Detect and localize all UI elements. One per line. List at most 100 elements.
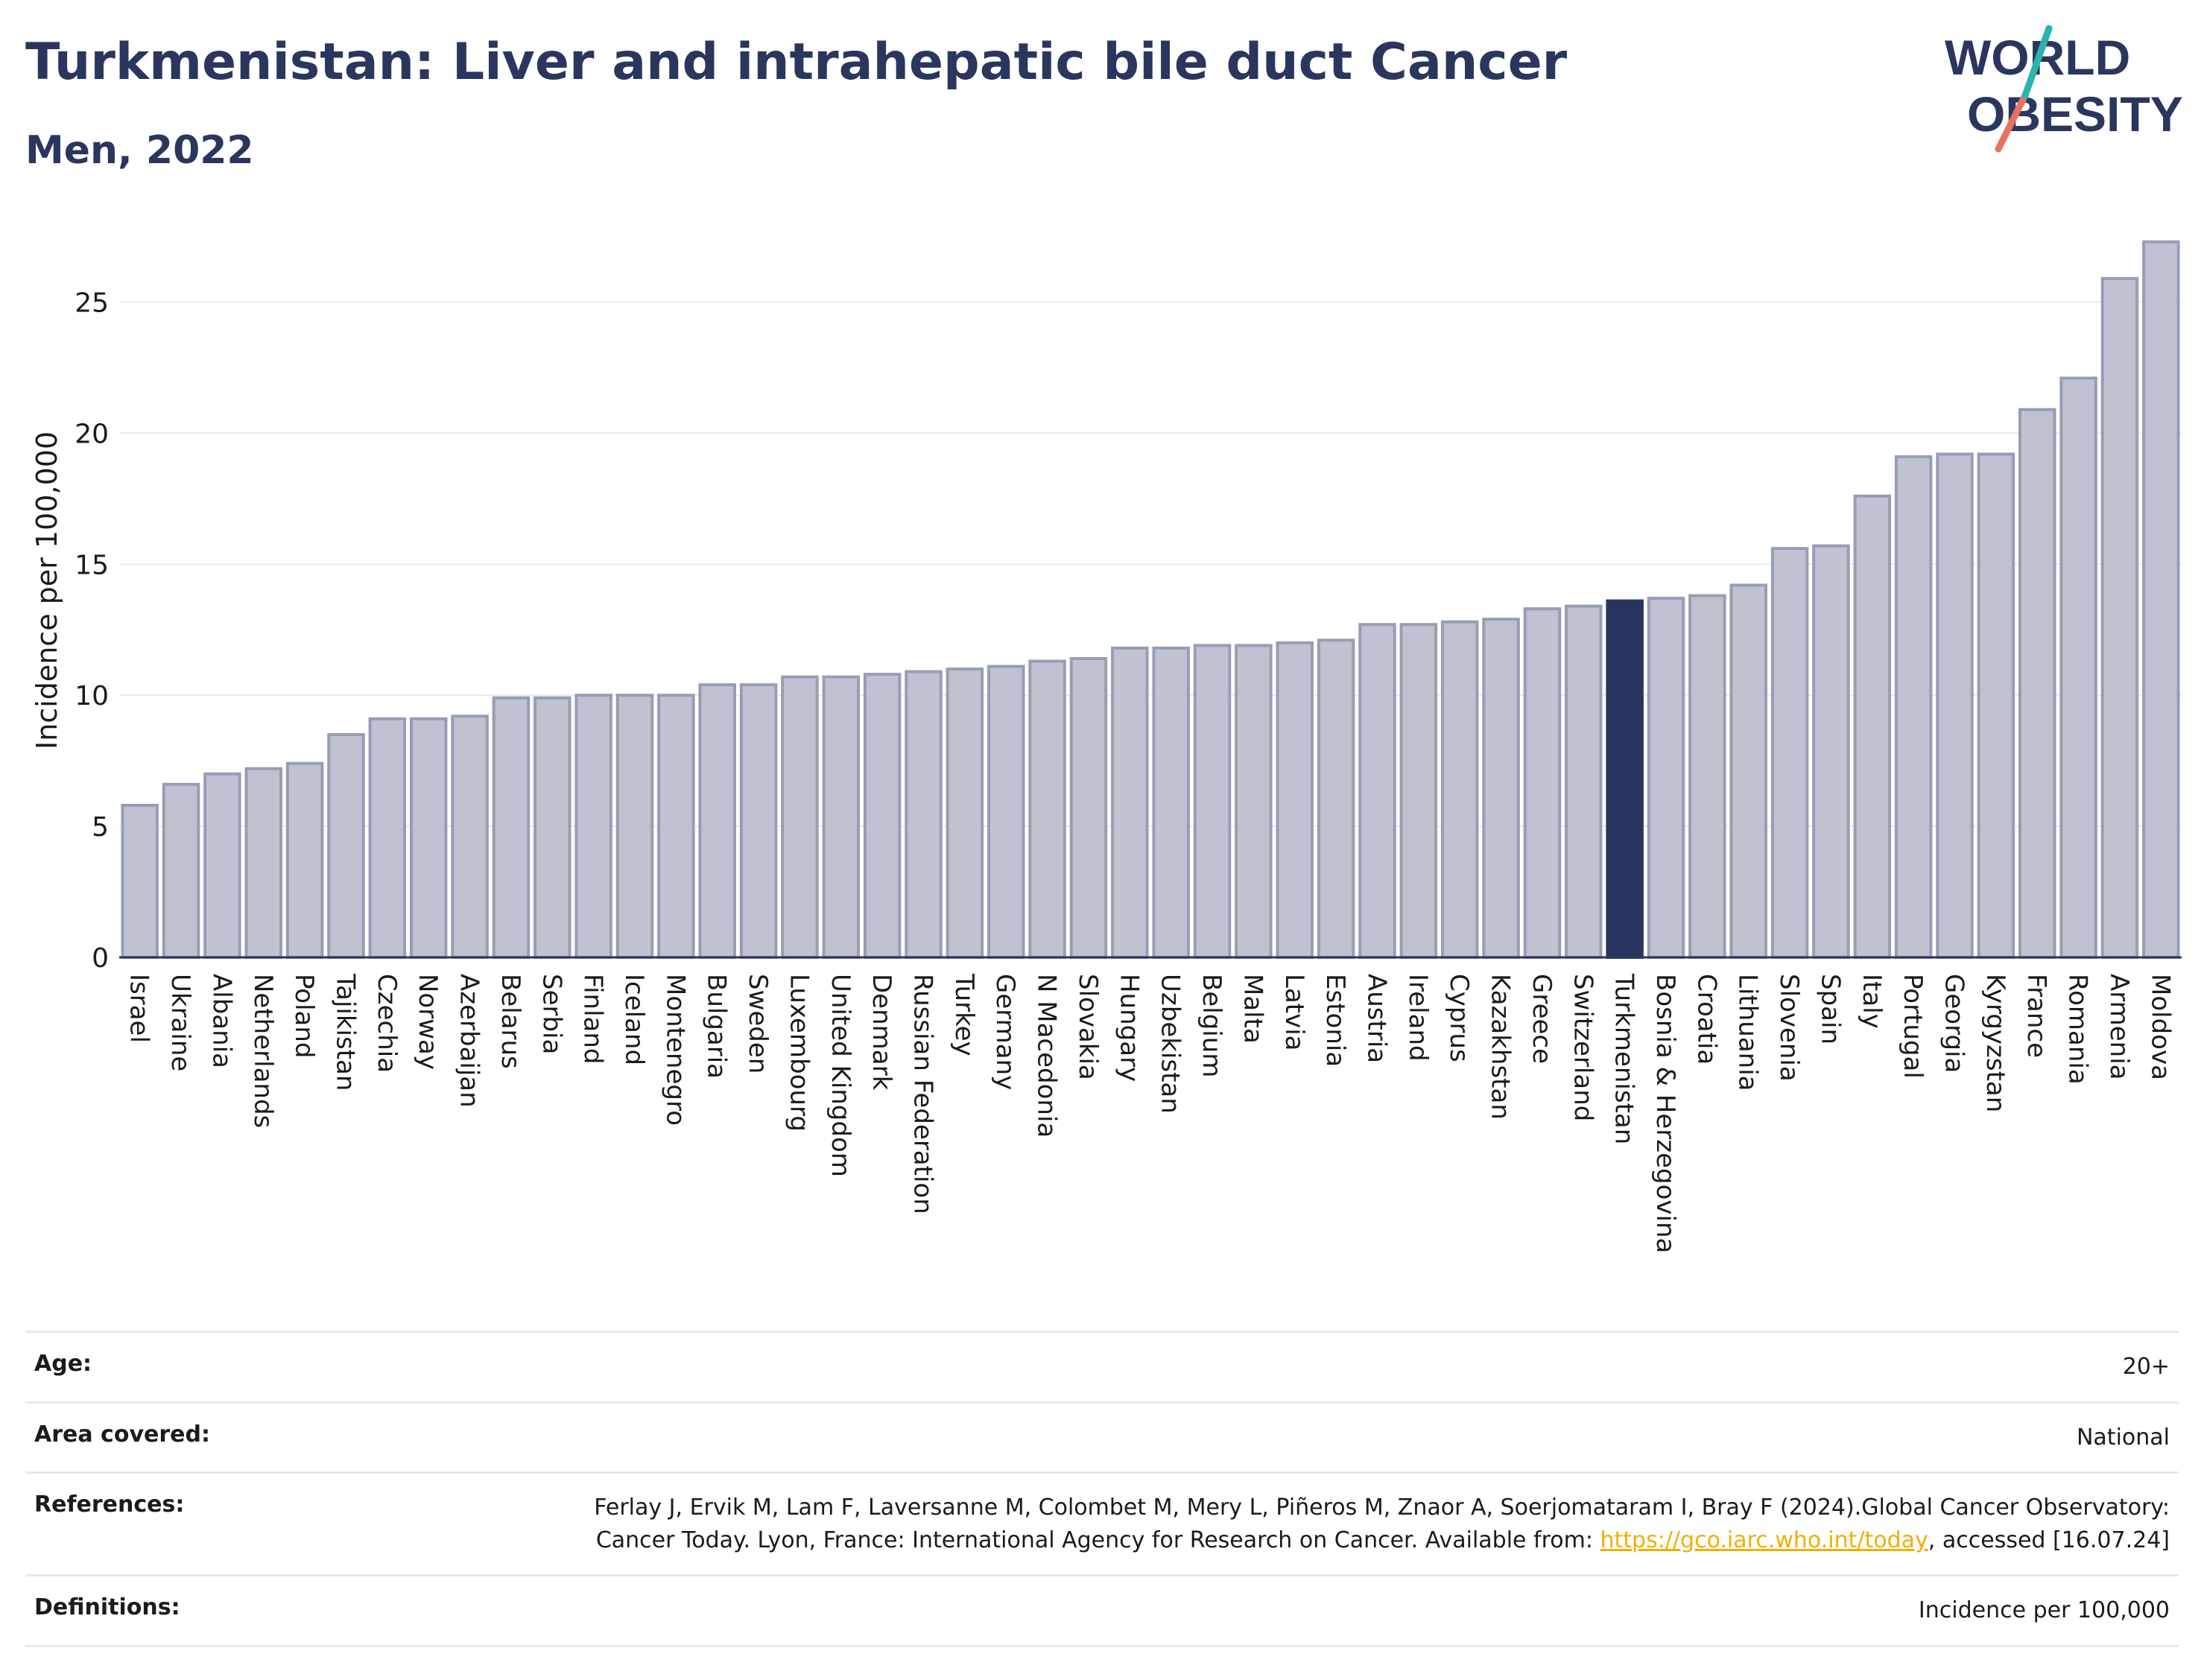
x-tick-label: Serbia bbox=[536, 974, 566, 1054]
x-tick-label: Switzerland bbox=[1568, 974, 1597, 1121]
bar-greece bbox=[1523, 607, 1562, 959]
x-tick-label: Iceland bbox=[619, 974, 649, 1065]
bar-hungary bbox=[1111, 646, 1149, 960]
bar-lithuania bbox=[1729, 583, 1767, 959]
bar-israel bbox=[121, 803, 159, 959]
x-tick-label: Czechia bbox=[372, 974, 402, 1073]
bar-poland bbox=[285, 761, 324, 960]
bar-denmark bbox=[863, 673, 902, 959]
bar-finland bbox=[574, 694, 612, 959]
x-tick-label: Russian Federation bbox=[908, 974, 938, 1214]
bar-luxembourg bbox=[781, 675, 819, 959]
references-link[interactable]: https://gco.iarc.who.int/today bbox=[1600, 1527, 1928, 1553]
age-row: Age: 20+ bbox=[25, 1331, 2179, 1401]
definitions-row: Definitions: Incidence per 100,000 bbox=[25, 1574, 2179, 1647]
x-tick-label: Slovenia bbox=[1774, 974, 1804, 1082]
bar-russian-federation bbox=[905, 670, 943, 960]
age-value: 20+ bbox=[2122, 1354, 2170, 1380]
bar-estonia bbox=[1317, 638, 1355, 959]
bar-norway bbox=[409, 717, 448, 959]
x-tick-label: Germany bbox=[990, 974, 1020, 1090]
x-tick-label: Ireland bbox=[1403, 974, 1433, 1062]
y-tick-label: 15 bbox=[75, 550, 109, 580]
y-tick-label: 10 bbox=[75, 681, 109, 711]
bar-croatia bbox=[1688, 594, 1726, 959]
x-tick-label: N Macedonia bbox=[1032, 974, 1062, 1138]
references-accessed: , accessed [16.07.24] bbox=[1928, 1527, 2170, 1553]
bar-austria bbox=[1358, 623, 1396, 959]
x-tick-label: Turkey bbox=[949, 973, 979, 1056]
x-tick-label: Norway bbox=[413, 974, 443, 1070]
x-tick-label: Denmark bbox=[867, 974, 896, 1091]
x-tick-label: Montenegro bbox=[660, 974, 690, 1126]
bar-georgia bbox=[1936, 452, 1974, 959]
x-tick-label: Georgia bbox=[1939, 974, 1969, 1073]
x-tick-label: Kazakhstan bbox=[1486, 974, 1516, 1120]
x-tick-label: Finland bbox=[578, 974, 608, 1065]
bar-armenia bbox=[2100, 276, 2139, 959]
bar-uzbekistan bbox=[1152, 646, 1190, 960]
world-obesity-logo: WORLD OBESITY bbox=[1945, 25, 2183, 153]
x-tick-label: Ukraine bbox=[165, 974, 195, 1071]
bar-bulgaria bbox=[698, 683, 736, 960]
bar-iceland bbox=[615, 694, 654, 959]
x-tick-label: Sweden bbox=[743, 974, 773, 1074]
x-tick-label: Kyrgyzstan bbox=[1980, 974, 2010, 1112]
x-tick-label: Hungary bbox=[1114, 974, 1144, 1082]
bar-chart: 0 5 10 15 20 25 Israel Ukraine Albania Netherlan… bbox=[31, 240, 2182, 1253]
bar-n-macedonia bbox=[1028, 659, 1066, 959]
y-tick-label: 20 bbox=[75, 419, 109, 449]
x-tick-label: United Kingdom bbox=[826, 974, 855, 1177]
y-tick-label: 5 bbox=[92, 812, 109, 843]
bar-united-kingdom bbox=[822, 675, 861, 959]
x-tick-label: Belarus bbox=[495, 974, 525, 1069]
definitions-label: Definitions: bbox=[34, 1594, 180, 1620]
area-value: National bbox=[2076, 1424, 2170, 1451]
age-label: Age: bbox=[34, 1351, 92, 1377]
bars bbox=[121, 240, 2180, 960]
x-tick-label: Austria bbox=[1361, 974, 1391, 1063]
references-value: Ferlay J, Ervik M, Lam F, Laversanne M, … bbox=[531, 1492, 2170, 1556]
bar-netherlands bbox=[244, 767, 283, 959]
y-tick-label: 0 bbox=[92, 943, 109, 974]
bar-cyprus bbox=[1440, 620, 1479, 959]
bar-montenegro bbox=[657, 694, 695, 959]
bar-serbia bbox=[533, 696, 571, 959]
x-tick-label: Spain bbox=[1815, 974, 1845, 1045]
bar-moldova bbox=[2142, 240, 2180, 959]
info-table: Age: 20+ Area covered: National Referenc… bbox=[25, 1331, 2179, 1647]
x-tick-label: Lithuania bbox=[1733, 974, 1763, 1091]
bar-switzerland bbox=[1565, 604, 1603, 959]
bar-latvia bbox=[1276, 641, 1314, 959]
bar-italy bbox=[1853, 494, 1892, 959]
definitions-value: Incidence per 100,000 bbox=[1918, 1597, 2170, 1623]
x-tick-label: Armenia bbox=[2104, 974, 2134, 1080]
bar-kyrgyzstan bbox=[1977, 452, 2015, 959]
y-axis-ticks: 0 5 10 15 20 25 bbox=[75, 288, 109, 974]
bar-slovakia bbox=[1069, 656, 1108, 959]
x-tick-label: Estonia bbox=[1320, 974, 1350, 1067]
bar-azerbaijan bbox=[451, 714, 489, 959]
bar-germany bbox=[987, 665, 1025, 960]
references-label: References: bbox=[34, 1492, 185, 1518]
x-tick-label: Albania bbox=[206, 974, 236, 1068]
x-tick-label: Moldova bbox=[2145, 974, 2175, 1080]
bar-malta bbox=[1235, 644, 1273, 959]
x-tick-label: Luxembourg bbox=[784, 974, 814, 1132]
x-tick-label: Belgium bbox=[1197, 974, 1226, 1077]
chart-title: Turkmenistan: Liver and intrahepatic bil… bbox=[25, 33, 1568, 92]
area-row: Area covered: National bbox=[25, 1401, 2179, 1472]
references-row: References: Ferlay J, Ervik M, Lam F, La… bbox=[25, 1471, 2179, 1574]
area-label: Area covered: bbox=[34, 1421, 210, 1448]
bar-ukraine bbox=[162, 782, 200, 959]
logo-slash-teal bbox=[2021, 25, 2053, 99]
bar-belarus bbox=[492, 696, 531, 959]
x-tick-label: Bosnia & Herzegovina bbox=[1650, 974, 1680, 1253]
x-tick-label: Malta bbox=[1238, 974, 1267, 1044]
bar-belgium bbox=[1193, 644, 1232, 959]
bar-turkmenistan bbox=[1606, 599, 1644, 959]
bar-slovenia bbox=[1770, 547, 1809, 959]
bar-spain bbox=[1812, 544, 1850, 959]
x-tick-label: Italy bbox=[1857, 974, 1887, 1029]
bar-kazakhstan bbox=[1482, 618, 1520, 959]
